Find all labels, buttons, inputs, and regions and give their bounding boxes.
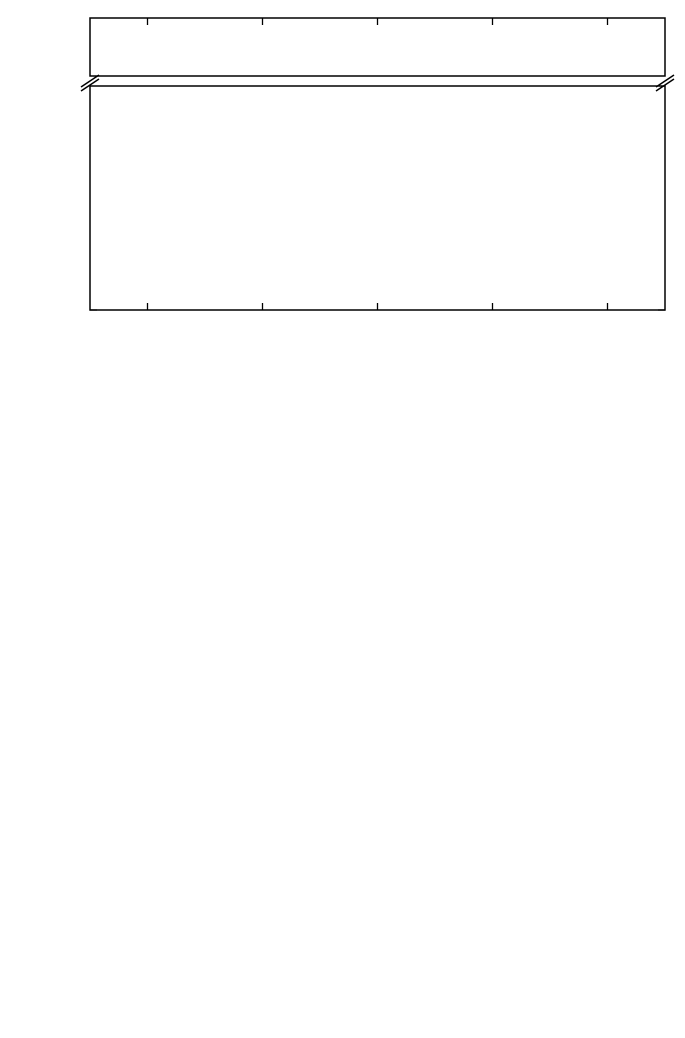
figure-svg — [0, 0, 685, 1038]
panel-a-upper-border — [90, 18, 665, 76]
panel-a-lower-border — [90, 86, 665, 310]
figure-container — [0, 0, 685, 1038]
